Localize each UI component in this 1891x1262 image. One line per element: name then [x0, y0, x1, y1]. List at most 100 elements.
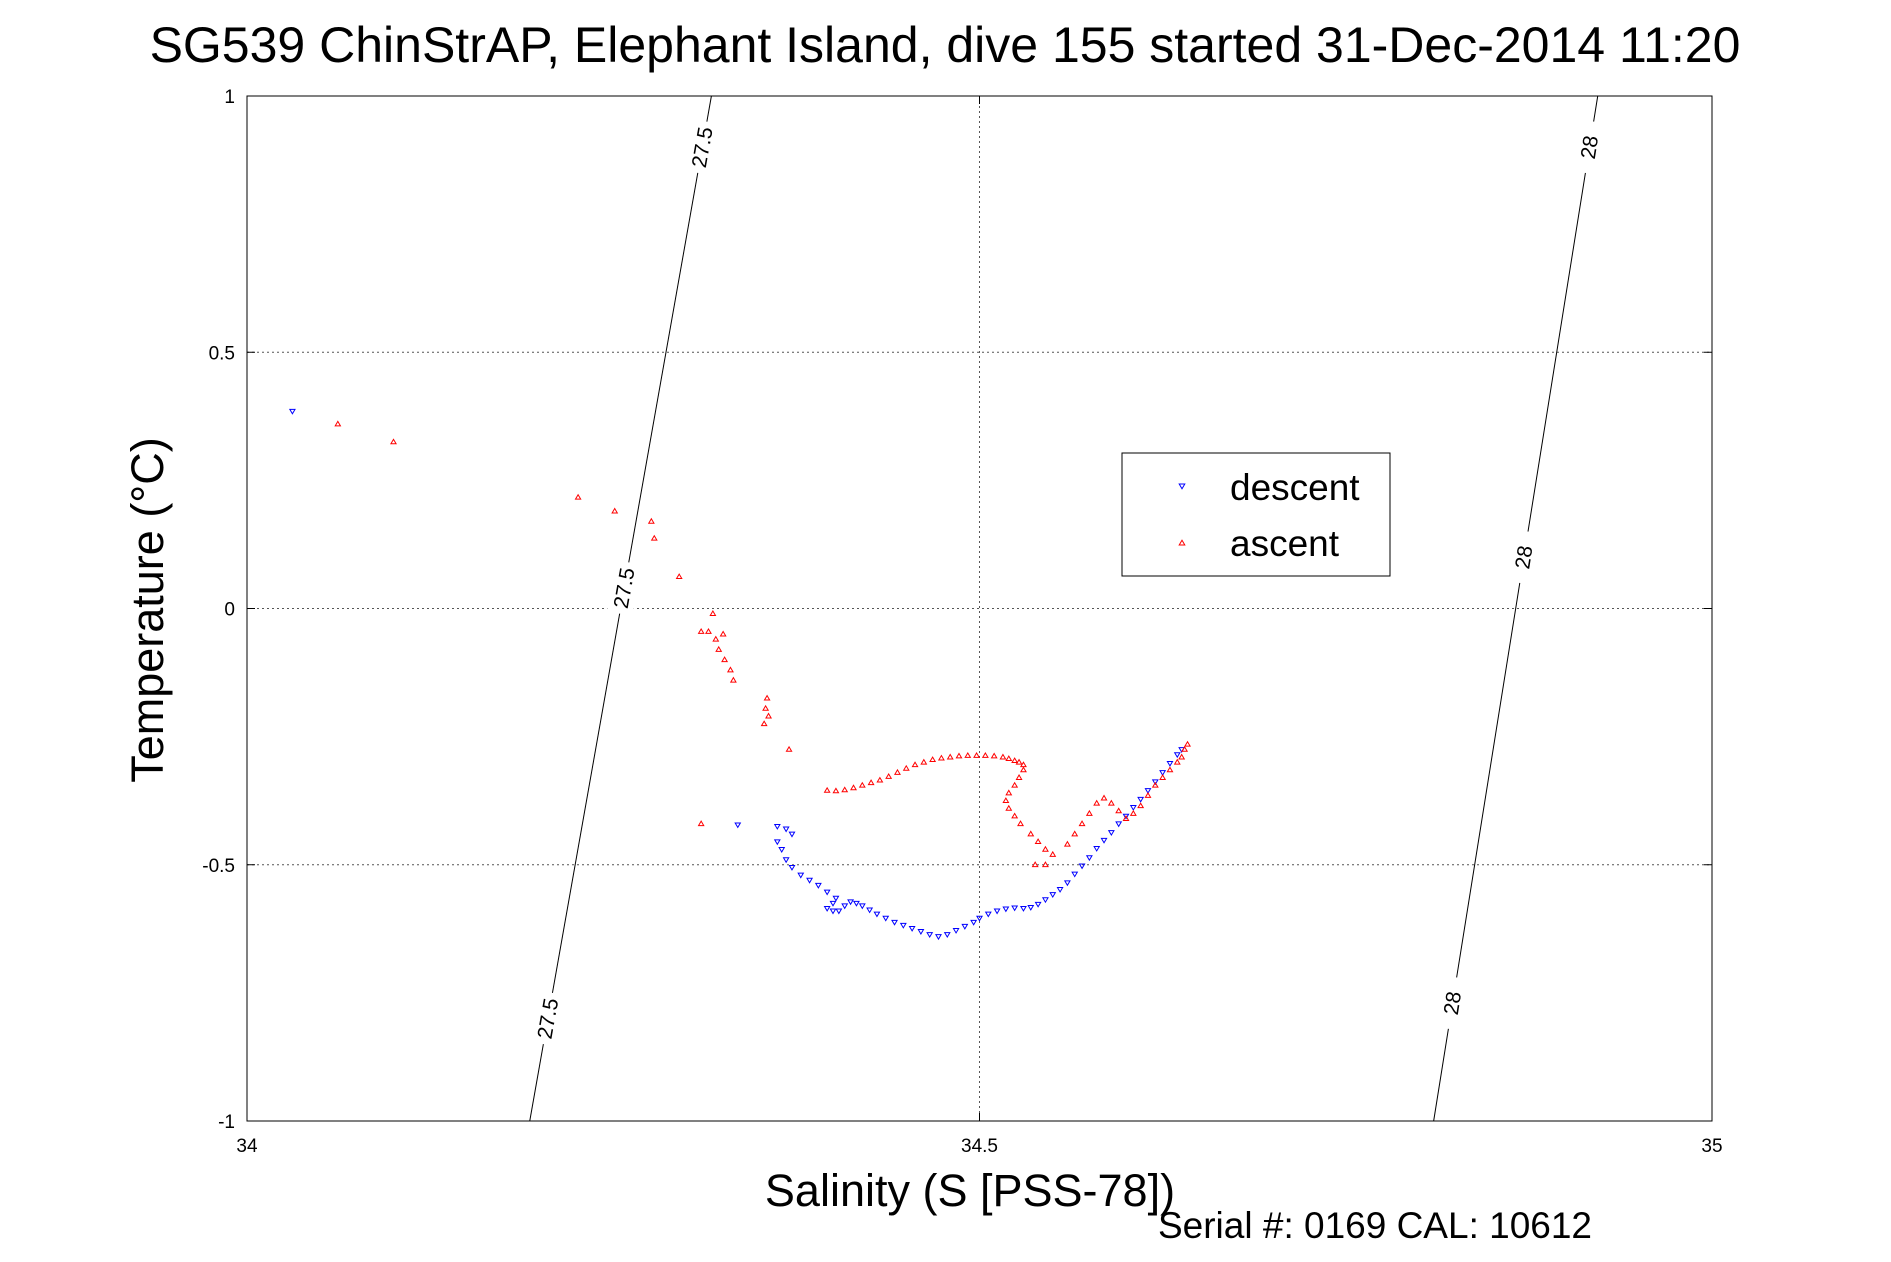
point-ascent [1078, 820, 1086, 827]
point-descent [814, 882, 822, 889]
chart-title: SG539 ChinStrAP, Elephant Island, dive 1… [150, 17, 1741, 73]
point-ascent [999, 753, 1007, 760]
point-ascent [1034, 838, 1042, 845]
y-tick-label: 1 [224, 87, 235, 108]
point-ascent [1178, 753, 1186, 760]
point-ascent [729, 676, 737, 683]
data-points [288, 408, 1192, 941]
point-ascent [650, 534, 658, 541]
point-descent [935, 934, 942, 941]
point-ascent [1151, 781, 1159, 788]
legend-marker-ascent [1178, 539, 1186, 546]
point-ascent [1100, 794, 1108, 801]
point-ascent [1181, 745, 1189, 752]
x-tick-label: 34.5 [961, 1136, 998, 1157]
point-descent [1071, 871, 1079, 878]
point-ascent [1002, 797, 1010, 804]
point-ascent [762, 704, 770, 711]
point-ascent [1027, 830, 1035, 837]
point-ascent [1137, 802, 1145, 809]
axis-ticks: 34 34.5 35 -1 -0.5 0 0.5 1 [202, 87, 1722, 1157]
point-ascent [964, 752, 972, 758]
point-ascent [1015, 758, 1023, 765]
point-ascent [885, 773, 893, 779]
point-ascent [946, 753, 954, 760]
point-descent [829, 908, 837, 915]
point-ascent [1129, 809, 1137, 816]
point-descent [882, 915, 890, 922]
point-ascent [920, 758, 928, 765]
point-descent [832, 895, 840, 902]
point-ascent [1063, 840, 1071, 847]
point-descent [943, 932, 951, 939]
point-ascent [937, 754, 945, 761]
legend-marker-descent [1178, 483, 1186, 490]
point-descent [1107, 830, 1115, 837]
point-descent [984, 911, 992, 918]
point-ascent [911, 761, 919, 768]
point-ascent [334, 420, 342, 427]
point-ascent [675, 573, 683, 580]
point-ascent [1144, 791, 1152, 798]
point-ascent [990, 752, 998, 759]
point-descent [891, 919, 899, 926]
legend-label-ascent: ascent [1230, 523, 1340, 564]
point-ascent [763, 694, 771, 701]
point-ascent [574, 493, 582, 500]
point-descent [841, 903, 849, 910]
x-tick-label: 34 [236, 1136, 258, 1157]
point-ascent [1005, 789, 1013, 796]
contour-label: 28 [1511, 544, 1537, 571]
point-descent [858, 903, 866, 910]
point-descent [976, 915, 983, 922]
point-ascent [981, 752, 989, 758]
point-ascent [858, 781, 866, 788]
point-ascent [1005, 755, 1013, 761]
serial-footer: Serial #: 0169 CAL: 10612 [1158, 1205, 1592, 1246]
point-descent [1122, 813, 1130, 820]
y-tick-label: 0 [224, 600, 235, 621]
point-descent [1137, 796, 1145, 803]
point-ascent [709, 610, 717, 616]
point-descent [782, 857, 790, 864]
point-ascent [955, 752, 963, 759]
point-descent [788, 864, 796, 871]
y-tick-label: 0.5 [209, 343, 235, 364]
point-descent [1041, 897, 1049, 904]
point-descent [899, 922, 907, 929]
point-ascent [760, 720, 768, 727]
point-descent [1129, 805, 1137, 811]
point-ascent [1041, 861, 1049, 868]
point-ascent [973, 752, 981, 758]
point-descent [908, 925, 916, 932]
point-descent [782, 826, 790, 833]
point-descent [835, 908, 843, 915]
contour-label-bg [684, 119, 720, 176]
point-descent [288, 408, 296, 415]
y-tick-label: -1 [218, 1112, 235, 1133]
point-ascent [893, 768, 901, 775]
point-descent [734, 822, 742, 829]
point-descent [961, 923, 969, 930]
contour-label-bg [1572, 119, 1607, 175]
contour-label-bg [530, 990, 566, 1047]
point-ascent [1122, 815, 1130, 821]
point-ascent [1093, 799, 1101, 806]
contour-label-bg [1506, 529, 1541, 585]
point-ascent [715, 645, 723, 652]
point-ascent [1115, 807, 1123, 814]
point-descent [806, 877, 814, 884]
point-ascent [611, 507, 619, 514]
point-ascent [1011, 781, 1019, 788]
point-ascent [1041, 845, 1049, 852]
point-descent [1056, 887, 1064, 893]
point-descent [1159, 770, 1167, 777]
point-ascent [867, 779, 875, 786]
legend-label-descent: descent [1230, 467, 1360, 508]
point-descent [1144, 788, 1152, 795]
point-ascent [765, 712, 773, 719]
y-tick-label: -0.5 [202, 856, 235, 877]
point-ascent [1019, 766, 1027, 773]
